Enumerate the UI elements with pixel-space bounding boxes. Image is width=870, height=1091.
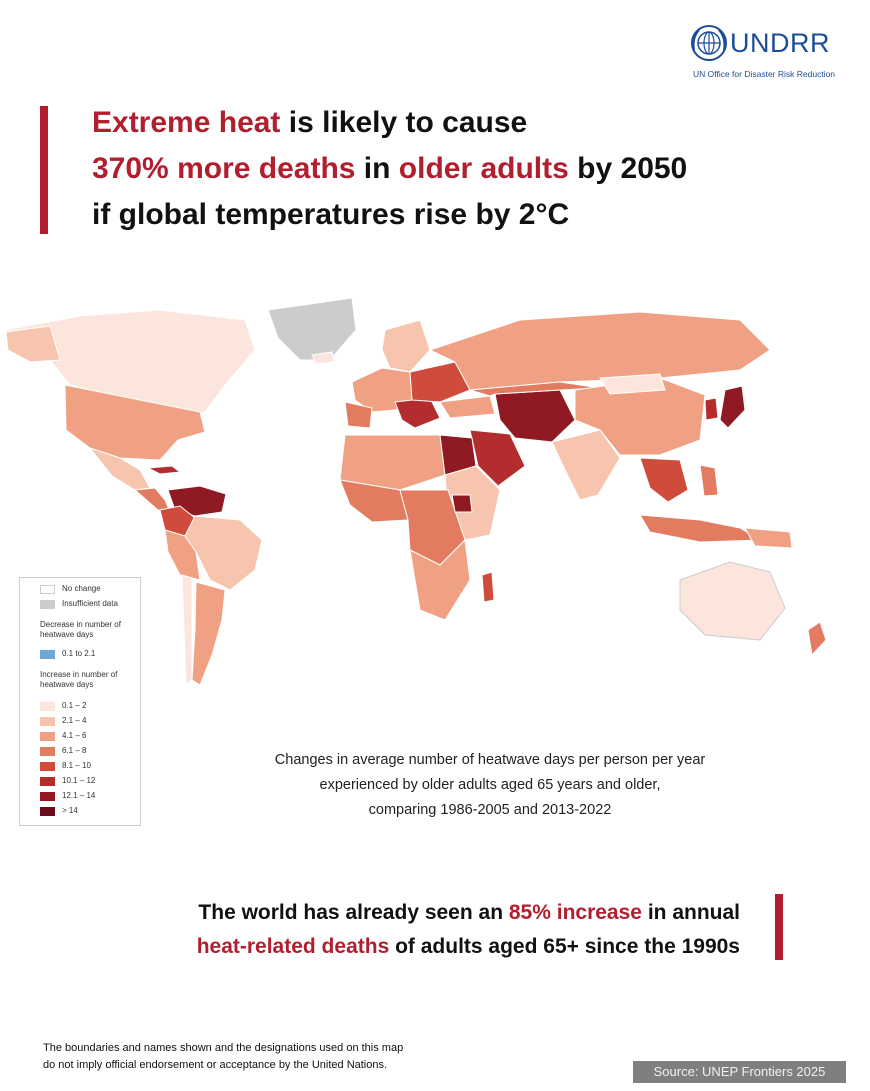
region-usa: [64, 384, 206, 461]
region-china: [574, 377, 706, 456]
region-west-africa: [339, 479, 409, 523]
legend-swatch: [40, 807, 55, 816]
region-russia: [428, 311, 771, 391]
caption-line-3: comparing 1986-2005 and 2013-2022: [368, 802, 612, 818]
region-southeast-asia: [639, 457, 689, 503]
legend-label: 4.1 – 6: [62, 731, 87, 740]
region-turkey: [439, 395, 496, 419]
legend-heading-increase: Increase in number of heatwave days: [40, 670, 118, 689]
disclaimer-line-2: do not imply official endorsement or acc…: [43, 1059, 388, 1071]
legend-swatch: [40, 702, 55, 711]
caption-line-1: Changes in average number of heatwave da…: [274, 752, 706, 768]
legend-swatch: [40, 650, 55, 659]
region-scandinavia: [381, 319, 431, 373]
region-philippines: [699, 464, 719, 497]
headline-line-3: if global temperatures rise by 2°C: [92, 198, 570, 231]
legend-swatch: [40, 600, 55, 609]
stat-line-1: The world has already seen an 85% increa…: [90, 896, 740, 930]
headline-accent-bar: [40, 106, 48, 234]
region-peru-bolivia: [164, 529, 201, 581]
headline-line-2: 370% more deaths in older adults by 2050: [92, 146, 687, 192]
legend-swatch: [40, 777, 55, 786]
map-legend: No change Insufficient data Decrease in …: [19, 577, 141, 826]
region-southern-africa: [409, 538, 471, 621]
region-alaska: [5, 325, 61, 363]
region-iberia: [344, 401, 373, 429]
headline-text: by 2050: [568, 152, 688, 185]
un-emblem-icon: [691, 25, 727, 61]
legend-swatch: [40, 762, 55, 771]
headline: Extreme heat is likely to cause 370% mor…: [92, 100, 687, 238]
stat-text: of adults aged 65+ since the 1990s: [389, 935, 740, 958]
region-madagascar: [481, 571, 495, 603]
source-label: Source: UNEP Frontiers 2025: [633, 1061, 846, 1083]
stat-text: The world has already seen an: [198, 901, 509, 924]
region-central-asia: [469, 381, 601, 397]
map-caption: Changes in average number of heatwave da…: [230, 748, 750, 823]
legend-swatch: [40, 732, 55, 741]
region-greenland: [267, 297, 357, 361]
legend-swatch: [40, 717, 55, 726]
headline-highlight: Extreme heat: [92, 106, 281, 139]
legend-label: 12.1 – 14: [62, 791, 96, 800]
logo-name: UNDRR: [730, 28, 830, 58]
stat-accent-bar: [775, 894, 783, 960]
legend-label: 0.1 to 2.1: [62, 649, 96, 658]
headline-line-1: Extreme heat is likely to cause: [92, 100, 687, 146]
legend-swatch: [40, 747, 55, 756]
region-indonesia: [639, 514, 762, 543]
stat-statement: The world has already seen an 85% increa…: [90, 896, 740, 964]
region-chile: [181, 574, 193, 687]
region-argentina: [191, 581, 226, 686]
legend-label: 6.1 – 8: [62, 746, 87, 755]
legend-heading-decrease: Decrease in number of heatwave days: [40, 620, 121, 639]
region-north-africa: [339, 434, 446, 491]
region-mongolia: [599, 373, 666, 395]
region-central-america: [133, 487, 171, 513]
headline-highlight: 370% more deaths: [92, 152, 356, 185]
region-new-zealand: [807, 621, 827, 657]
legend-swatch: [40, 792, 55, 801]
world-heatwave-map: [5, 297, 827, 687]
undrr-logo: UNDRR UN Office for Disaster Risk Reduct…: [690, 24, 850, 84]
legend-label: 10.1 – 12: [62, 776, 96, 785]
headline-highlight: older adults: [398, 152, 569, 185]
region-south-sudan: [451, 494, 473, 513]
caption-line-2: experienced by older adults aged 65 year…: [319, 777, 661, 793]
region-caribbean: [146, 465, 182, 475]
legend-label: 2.1 – 4: [62, 716, 87, 725]
stat-text: in annual: [641, 901, 740, 924]
legend-label: 8.1 – 10: [62, 761, 91, 770]
region-japan: [719, 385, 746, 429]
logo-subtitle: UN Office for Disaster Risk Reduction: [693, 69, 836, 79]
region-papua: [744, 527, 793, 549]
region-arabia: [469, 429, 526, 487]
region-iceland: [311, 351, 335, 365]
legend-label: Insufficient data: [62, 599, 118, 608]
legend-label: No change: [62, 584, 101, 593]
legend-swatch: [40, 585, 55, 594]
disclaimer-line-1: The boundaries and names shown and the d…: [43, 1042, 404, 1054]
disclaimer: The boundaries and names shown and the d…: [43, 1040, 403, 1074]
legend-label: 0.1 – 2: [62, 701, 87, 710]
headline-text: is likely to cause: [280, 106, 528, 139]
stat-highlight: heat-related deaths: [196, 935, 390, 958]
region-eastern-europe: [409, 361, 471, 403]
region-italy-balkans: [394, 397, 441, 429]
region-korea: [704, 397, 719, 421]
stat-line-2: heat-related deaths of adults aged 65+ s…: [90, 930, 740, 964]
region-australia: [679, 561, 786, 641]
legend-label: > 14: [62, 806, 78, 815]
headline-text: in: [355, 152, 399, 185]
stat-highlight: 85% increase: [508, 901, 642, 924]
